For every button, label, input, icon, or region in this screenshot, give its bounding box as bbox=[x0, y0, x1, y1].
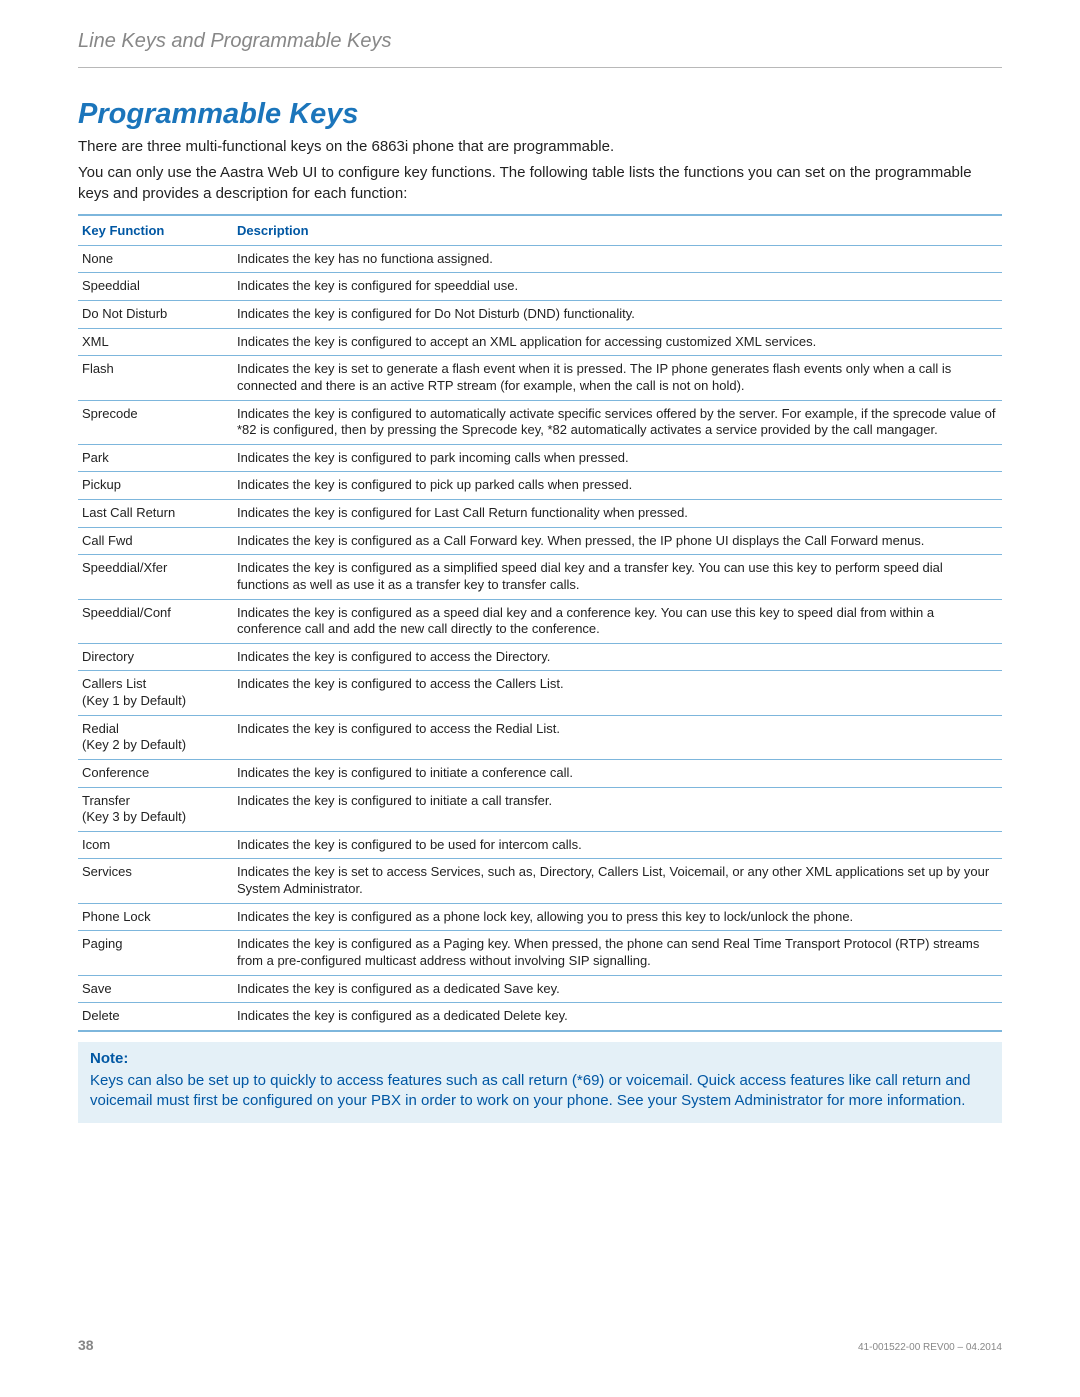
cell-description: Indicates the key is configured to acces… bbox=[233, 715, 1002, 759]
table-row: XMLIndicates the key is configured to ac… bbox=[78, 328, 1002, 356]
intro-paragraph-2: You can only use the Aastra Web UI to co… bbox=[78, 163, 1002, 204]
cell-function: Last Call Return bbox=[78, 500, 233, 528]
table-row: Phone LockIndicates the key is configure… bbox=[78, 903, 1002, 931]
cell-function: Services bbox=[78, 859, 233, 903]
cell-description: Indicates the key is configured to autom… bbox=[233, 400, 1002, 444]
table-row: DeleteIndicates the key is configured as… bbox=[78, 1003, 1002, 1031]
cell-description: Indicates the key is configured as a Cal… bbox=[233, 527, 1002, 555]
cell-function: Park bbox=[78, 444, 233, 472]
cell-description: Indicates the key is configured as a sim… bbox=[233, 555, 1002, 599]
table-row: FlashIndicates the key is set to generat… bbox=[78, 356, 1002, 400]
table-row: ServicesIndicates the key is set to acce… bbox=[78, 859, 1002, 903]
table-row: Do Not DisturbIndicates the key is confi… bbox=[78, 301, 1002, 329]
cell-description: Indicates the key is configured as a pho… bbox=[233, 903, 1002, 931]
cell-description: Indicates the key is set to access Servi… bbox=[233, 859, 1002, 903]
intro-paragraph-1: There are three multi-functional keys on… bbox=[78, 137, 1002, 157]
cell-function: Speeddial/Conf bbox=[78, 599, 233, 643]
cell-description: Indicates the key is configured to acces… bbox=[233, 671, 1002, 715]
cell-function: Speeddial bbox=[78, 273, 233, 301]
table-row: Speeddial/ConfIndicates the key is confi… bbox=[78, 599, 1002, 643]
cell-function: Pickup bbox=[78, 472, 233, 500]
cell-function: Redial (Key 2 by Default) bbox=[78, 715, 233, 759]
table-header-row: Key Function Description bbox=[78, 215, 1002, 246]
cell-function: Call Fwd bbox=[78, 527, 233, 555]
cell-description: Indicates the key is configured to initi… bbox=[233, 787, 1002, 831]
table-row: SaveIndicates the key is configured as a… bbox=[78, 975, 1002, 1003]
key-functions-table: Key Function Description NoneIndicates t… bbox=[78, 214, 1002, 1032]
table-row: Last Call ReturnIndicates the key is con… bbox=[78, 500, 1002, 528]
cell-function: Conference bbox=[78, 759, 233, 787]
table-row: SpeeddialIndicates the key is configured… bbox=[78, 273, 1002, 301]
table-row: Speeddial/XferIndicates the key is confi… bbox=[78, 555, 1002, 599]
cell-function: Phone Lock bbox=[78, 903, 233, 931]
cell-function: Speeddial/Xfer bbox=[78, 555, 233, 599]
table-row: Redial (Key 2 by Default)Indicates the k… bbox=[78, 715, 1002, 759]
cell-function: None bbox=[78, 245, 233, 273]
cell-description: Indicates the key is configured as a ded… bbox=[233, 1003, 1002, 1031]
cell-description: Indicates the key is configured to pick … bbox=[233, 472, 1002, 500]
cell-description: Indicates the key is configured for spee… bbox=[233, 273, 1002, 301]
cell-function: Sprecode bbox=[78, 400, 233, 444]
cell-description: Indicates the key is configured to acces… bbox=[233, 643, 1002, 671]
cell-description: Indicates the key is configured to accep… bbox=[233, 328, 1002, 356]
note-label: Note: bbox=[90, 1050, 990, 1067]
cell-description: Indicates the key is configured for Last… bbox=[233, 500, 1002, 528]
cell-function: Paging bbox=[78, 931, 233, 975]
col-header-function: Key Function bbox=[78, 215, 233, 246]
table-row: ConferenceIndicates the key is configure… bbox=[78, 759, 1002, 787]
table-row: NoneIndicates the key has no functiona a… bbox=[78, 245, 1002, 273]
cell-function: Delete bbox=[78, 1003, 233, 1031]
table-row: IcomIndicates the key is configured to b… bbox=[78, 831, 1002, 859]
cell-description: Indicates the key is configured to initi… bbox=[233, 759, 1002, 787]
cell-function: Save bbox=[78, 975, 233, 1003]
table-row: DirectoryIndicates the key is configured… bbox=[78, 643, 1002, 671]
page-title: Programmable Keys bbox=[78, 98, 1002, 131]
cell-description: Indicates the key is configured as a Pag… bbox=[233, 931, 1002, 975]
table-row: Callers List (Key 1 by Default)Indicates… bbox=[78, 671, 1002, 715]
table-row: PickupIndicates the key is configured to… bbox=[78, 472, 1002, 500]
table-row: SprecodeIndicates the key is configured … bbox=[78, 400, 1002, 444]
cell-description: Indicates the key is configured to park … bbox=[233, 444, 1002, 472]
cell-description: Indicates the key is configured to be us… bbox=[233, 831, 1002, 859]
cell-function: Icom bbox=[78, 831, 233, 859]
cell-description: Indicates the key is configured for Do N… bbox=[233, 301, 1002, 329]
table-row: Transfer (Key 3 by Default)Indicates the… bbox=[78, 787, 1002, 831]
cell-function: Flash bbox=[78, 356, 233, 400]
cell-function: Callers List (Key 1 by Default) bbox=[78, 671, 233, 715]
note-text: Keys can also be set up to quickly to ac… bbox=[90, 1071, 990, 1112]
cell-description: Indicates the key is configured as a ded… bbox=[233, 975, 1002, 1003]
col-header-description: Description bbox=[233, 215, 1002, 246]
note-box: Note: Keys can also be set up to quickly… bbox=[78, 1042, 1002, 1124]
cell-function: Do Not Disturb bbox=[78, 301, 233, 329]
cell-function: XML bbox=[78, 328, 233, 356]
cell-description: Indicates the key is set to generate a f… bbox=[233, 356, 1002, 400]
cell-description: Indicates the key is configured as a spe… bbox=[233, 599, 1002, 643]
page-number: 38 bbox=[78, 1337, 94, 1353]
cell-description: Indicates the key has no functiona assig… bbox=[233, 245, 1002, 273]
header-section-title: Line Keys and Programmable Keys bbox=[78, 30, 1002, 67]
cell-function: Directory bbox=[78, 643, 233, 671]
page-footer: 38 41-001522-00 REV00 – 04.2014 bbox=[78, 1337, 1002, 1353]
table-row: PagingIndicates the key is configured as… bbox=[78, 931, 1002, 975]
table-row: Call FwdIndicates the key is configured … bbox=[78, 527, 1002, 555]
document-id: 41-001522-00 REV00 – 04.2014 bbox=[858, 1342, 1002, 1353]
header-divider bbox=[78, 67, 1002, 68]
cell-function: Transfer (Key 3 by Default) bbox=[78, 787, 233, 831]
table-row: ParkIndicates the key is configured to p… bbox=[78, 444, 1002, 472]
